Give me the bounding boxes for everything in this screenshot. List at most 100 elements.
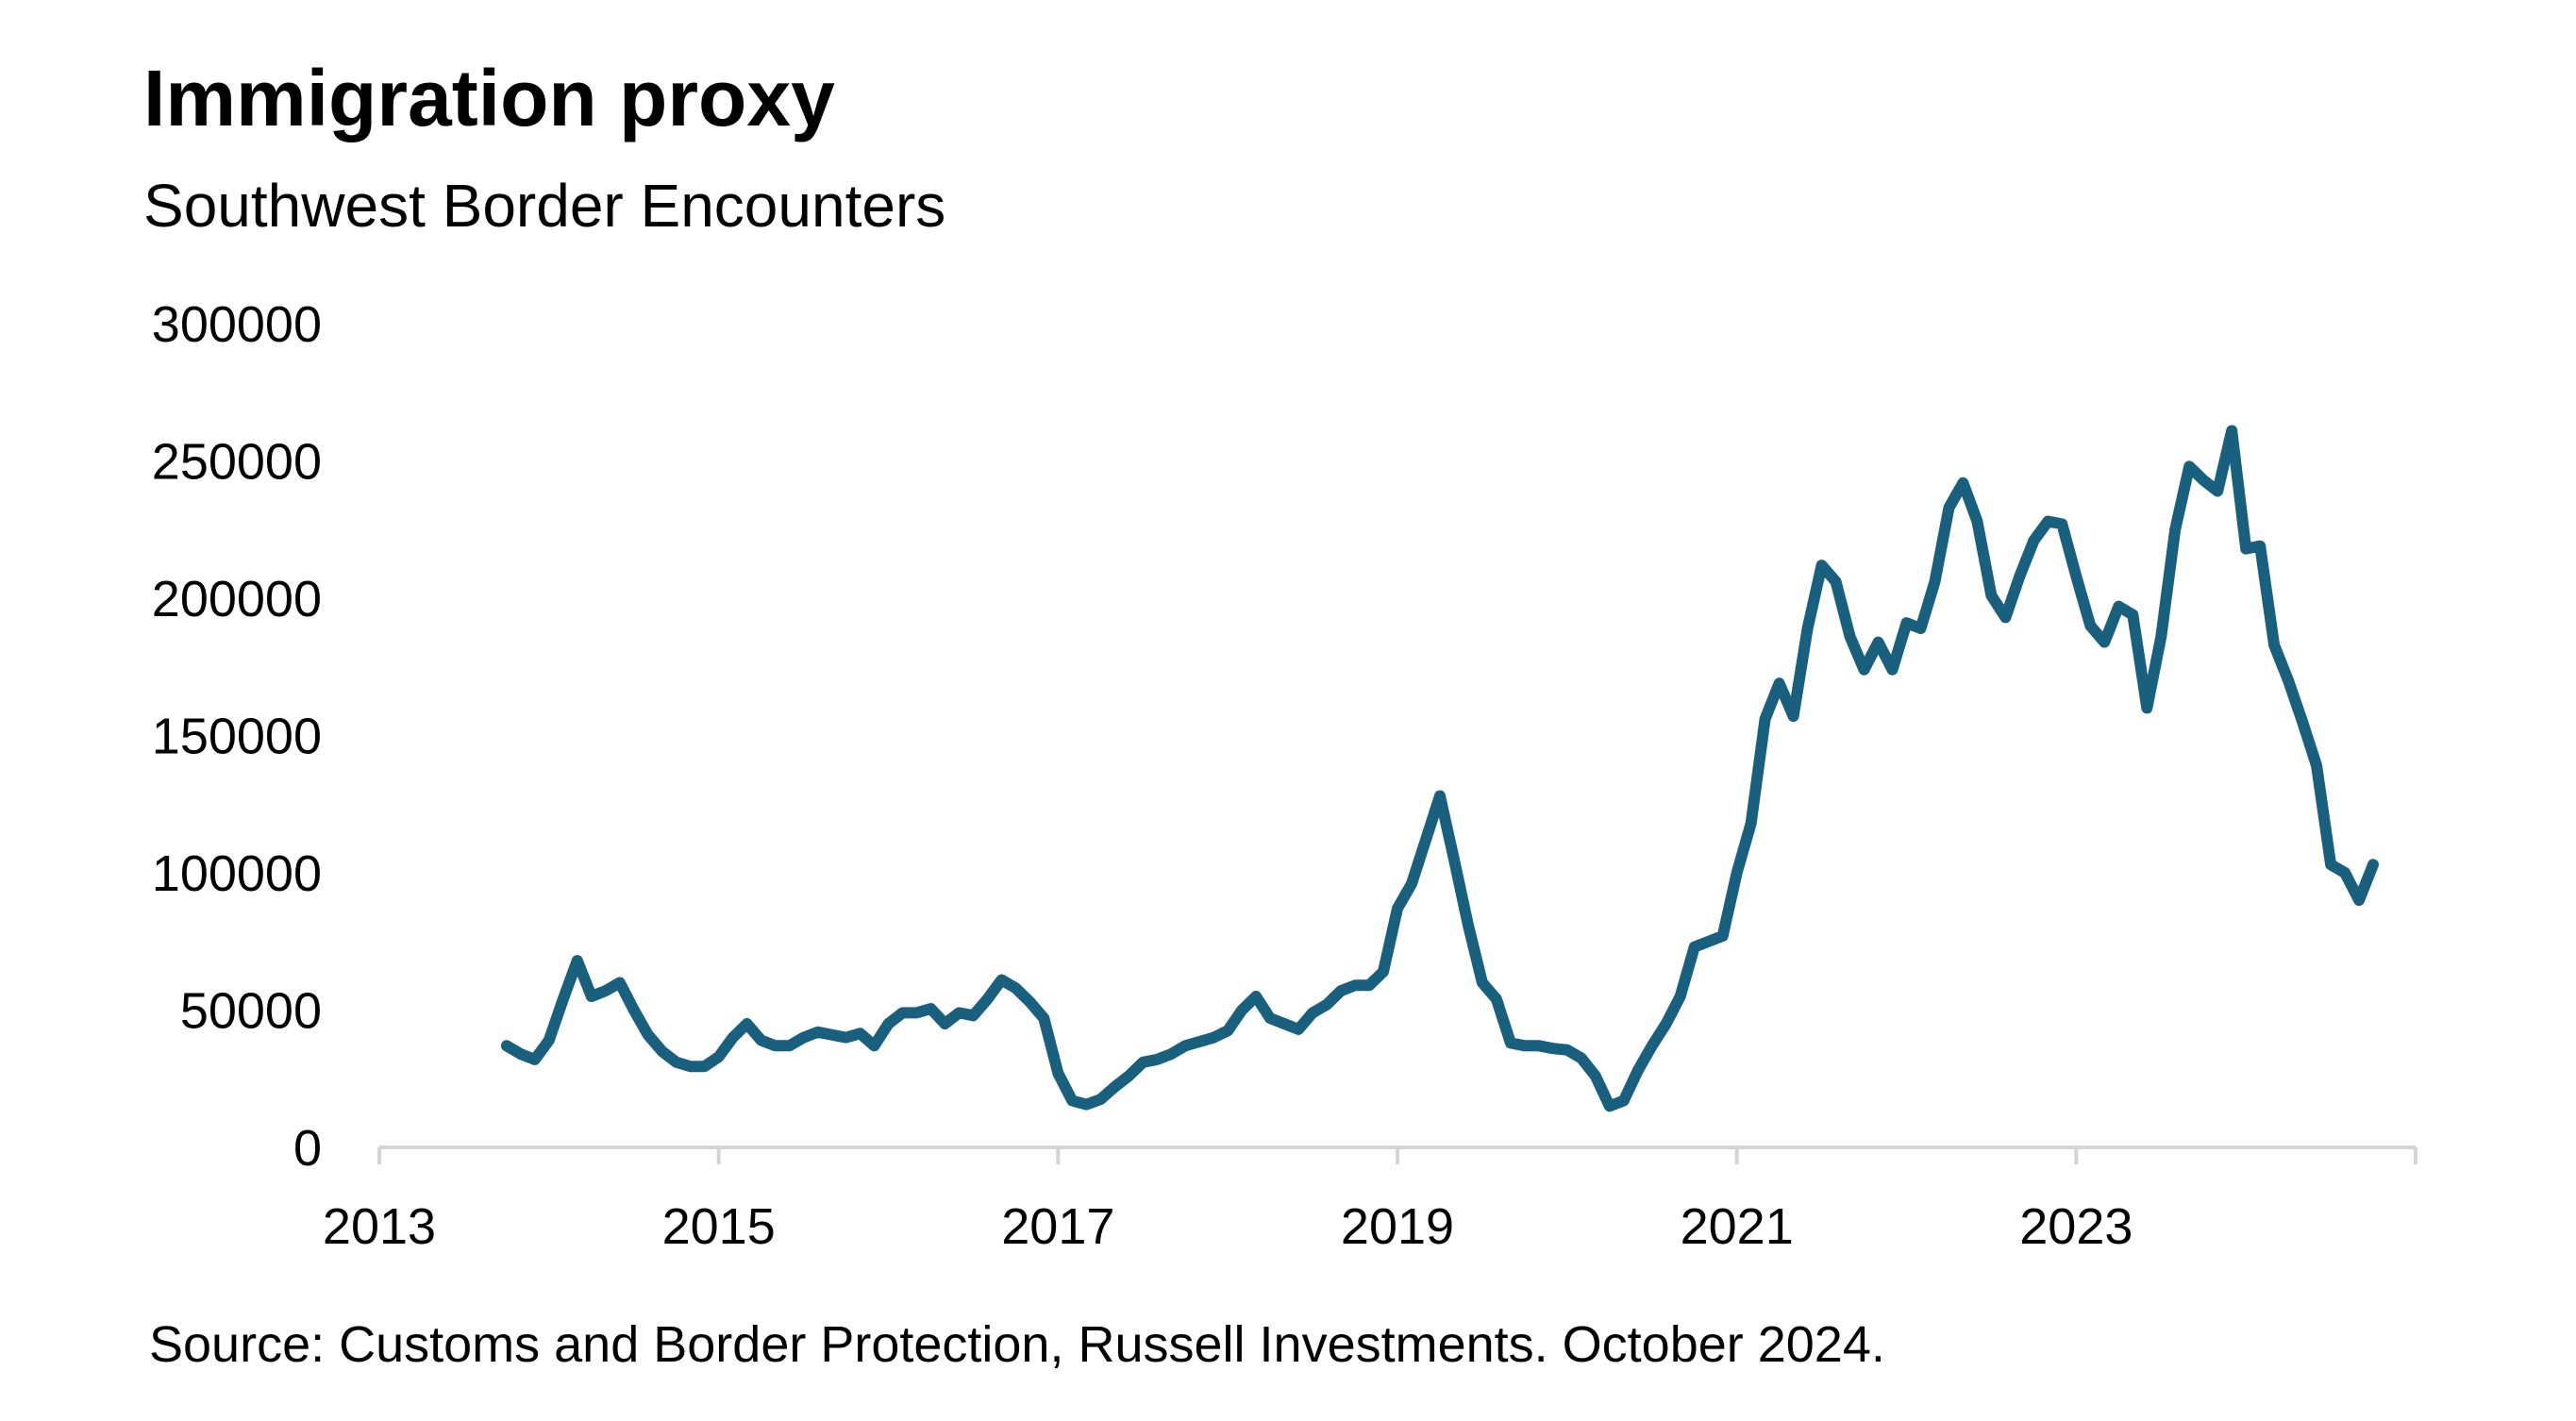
data-point <box>845 1037 846 1038</box>
data-point <box>591 995 592 996</box>
data-point <box>1637 1070 1638 1071</box>
chart-title: Immigration proxy <box>143 54 835 142</box>
data-point <box>1383 971 1384 972</box>
data-point <box>2161 636 2162 637</box>
data-point <box>2302 721 2303 722</box>
data-point <box>1906 623 1907 624</box>
data-point <box>2331 864 2332 865</box>
data-point <box>1015 988 1016 989</box>
data-point <box>2033 540 2034 541</box>
data-point <box>1397 908 1398 909</box>
data-point <box>2203 479 2204 480</box>
x-tick-label: 2015 <box>662 1198 776 1255</box>
data-point <box>1934 581 1935 582</box>
data-point <box>1228 1030 1229 1031</box>
data-point <box>1694 946 1695 947</box>
data-point <box>1779 683 1780 684</box>
data-point <box>817 1031 818 1032</box>
data-point <box>2118 606 2119 607</box>
data-point <box>1680 995 1681 996</box>
data-point <box>2217 491 2218 492</box>
data-point <box>534 1059 535 1060</box>
data-point <box>1566 1049 1567 1050</box>
data-point <box>520 1054 521 1055</box>
data-point <box>2288 680 2289 681</box>
data-point <box>1849 636 1850 637</box>
data-point <box>1453 859 1454 860</box>
data-point <box>1665 1024 1666 1025</box>
data-point <box>1001 979 1002 980</box>
data-point <box>2019 576 2020 577</box>
data-point <box>1708 941 1709 942</box>
x-tick-label: 2017 <box>1001 1198 1114 1255</box>
data-point <box>775 1045 776 1046</box>
data-point <box>1270 1018 1271 1019</box>
data-point <box>1185 1045 1186 1046</box>
data-point <box>1963 482 1964 483</box>
data-point <box>1722 935 1723 936</box>
data-point <box>1213 1037 1214 1038</box>
data-point <box>1072 1100 1073 1101</box>
data-point <box>2147 708 2148 709</box>
data-point <box>1609 1106 1610 1107</box>
x-axis: 2013 2015 2017 2019 2021 2023 <box>323 1145 2417 1255</box>
data-point <box>1920 628 1921 629</box>
data-point <box>2189 466 2190 467</box>
data-point <box>2048 521 2049 522</box>
data-point <box>1977 521 1978 522</box>
data-point <box>1496 998 1497 999</box>
data-point <box>1086 1104 1087 1105</box>
data-point <box>1298 1028 1299 1029</box>
data-point <box>2104 642 2105 643</box>
x-tick-label: 2023 <box>2019 1198 2133 1255</box>
data-point <box>1623 1100 1624 1101</box>
data-point <box>2175 529 2176 530</box>
y-tick-label: 200000 <box>152 571 322 627</box>
y-tick-label: 100000 <box>152 845 322 902</box>
data-point <box>1651 1045 1652 1046</box>
data-point <box>1058 1073 1059 1074</box>
data-point <box>619 982 620 983</box>
data-point <box>1892 669 1893 670</box>
data-point <box>647 1034 648 1035</box>
data-point <box>1481 982 1482 983</box>
data-point <box>831 1034 832 1035</box>
data-point <box>1467 925 1468 926</box>
y-tick-label: 300000 <box>152 296 322 353</box>
data-point <box>605 991 606 992</box>
data-point <box>562 998 563 999</box>
data-point <box>1552 1048 1553 1049</box>
data-point <box>973 1015 974 1016</box>
data-point <box>1991 595 1992 596</box>
series-layer <box>500 425 2379 1112</box>
y-tick-label: 0 <box>293 1120 322 1177</box>
data-point <box>874 1045 875 1046</box>
data-point <box>1044 1018 1045 1019</box>
data-point <box>1355 985 1356 986</box>
data-point <box>2345 873 2346 874</box>
y-axis: 0 50000 100000 150000 200000 250000 300000 <box>152 296 322 1177</box>
data-point <box>1750 823 1751 824</box>
data-point <box>2232 430 2233 431</box>
data-point <box>2246 548 2247 549</box>
data-point <box>548 1040 549 1041</box>
data-point <box>1595 1076 1596 1077</box>
data-point <box>704 1066 705 1067</box>
data-point <box>1171 1054 1172 1055</box>
data-point <box>2274 644 2275 645</box>
data-point <box>1284 1024 1285 1025</box>
data-point <box>2062 524 2063 525</box>
data-point <box>746 1024 747 1025</box>
x-tick-label: 2019 <box>1341 1198 1454 1255</box>
data-point <box>1821 565 1822 566</box>
data-point <box>916 1012 917 1013</box>
data-point <box>506 1045 507 1046</box>
data-point <box>902 1012 903 1013</box>
data-point <box>1793 716 1794 717</box>
data-point <box>2090 626 2091 627</box>
x-tick-label: 2013 <box>323 1198 436 1255</box>
data-point <box>2373 864 2374 865</box>
data-point <box>860 1033 861 1034</box>
data-point <box>789 1045 790 1046</box>
